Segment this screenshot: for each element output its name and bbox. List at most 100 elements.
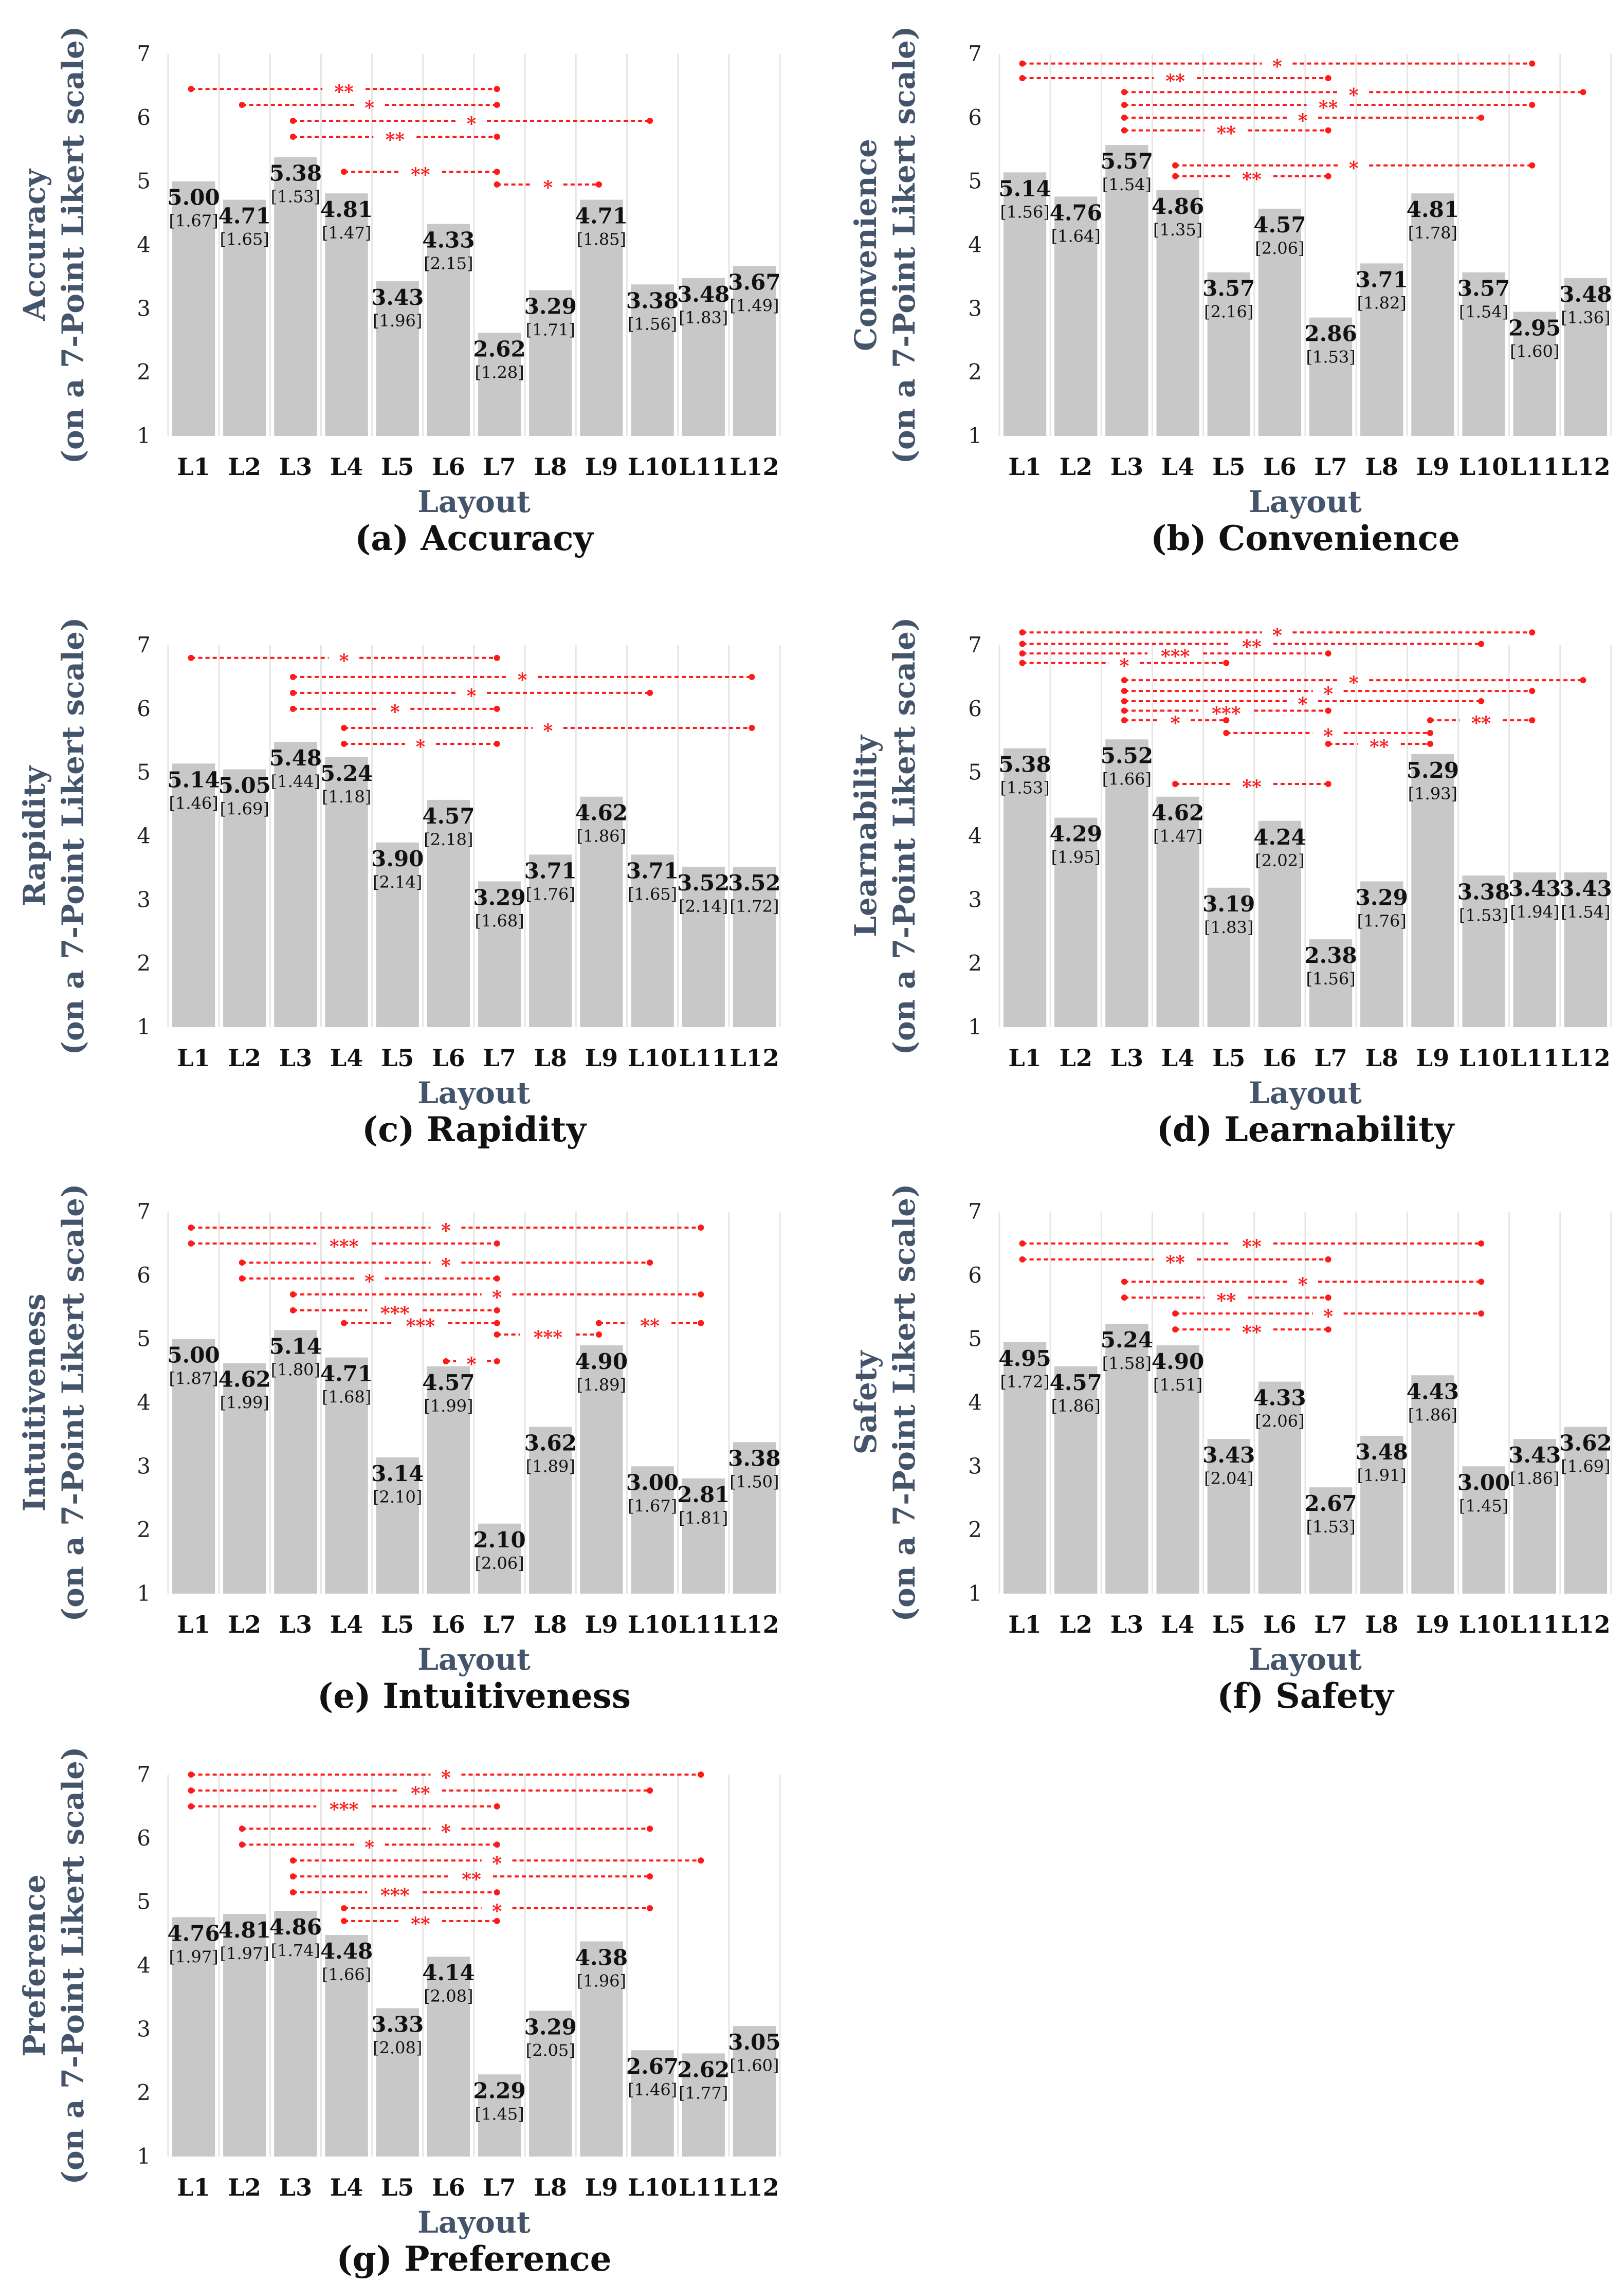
bar-L2 <box>1054 1366 1098 1594</box>
x-tick-label: L3 <box>1110 1044 1143 1072</box>
y-tick-label: 5 <box>137 760 151 785</box>
bracket-endpoint <box>494 1841 500 1848</box>
x-tick-label: L9 <box>585 2174 618 2201</box>
data-label-sd: [1.53] <box>1306 348 1355 367</box>
x-tick-label: L5 <box>381 453 414 481</box>
x-tick-label: L2 <box>228 453 261 481</box>
bracket-endpoint <box>341 169 348 175</box>
x-tick-label: L6 <box>1263 453 1296 481</box>
bracket-endpoint <box>1019 650 1026 657</box>
significance-bracket: * <box>1121 683 1536 705</box>
bracket-endpoint <box>494 1320 500 1326</box>
x-tick-label: L11 <box>1510 453 1559 481</box>
chart-title: (a) Accuracy <box>355 518 594 558</box>
significance-bracket: *** <box>289 1303 500 1324</box>
data-label-sd: [1.72] <box>1000 1372 1049 1392</box>
x-axis-label: Layout <box>417 1075 531 1110</box>
bracket-endpoint <box>1325 650 1331 657</box>
bracket-endpoint <box>647 1905 653 1912</box>
significance-stars: * <box>364 1837 374 1858</box>
bar-L10 <box>631 854 674 1027</box>
x-tick-label: L7 <box>1314 1611 1347 1638</box>
bar-L7 <box>1309 939 1353 1027</box>
bracket-endpoint <box>188 1224 194 1231</box>
bar-L12 <box>1564 1427 1608 1594</box>
bar-L10 <box>1462 875 1505 1027</box>
bar-L4 <box>325 1357 368 1594</box>
bracket-endpoint <box>1172 173 1179 179</box>
y-tick-label: 2 <box>968 951 982 976</box>
x-tick-label: L12 <box>729 453 779 481</box>
data-label-mean: 3.43 <box>1508 876 1561 901</box>
x-tick-label: L1 <box>1008 1611 1041 1638</box>
bracket-endpoint <box>289 705 296 712</box>
y-tick-label: 5 <box>968 1326 982 1351</box>
significance-bracket: ** <box>188 81 500 103</box>
data-label-sd: [1.77] <box>679 2083 728 2103</box>
data-label-sd: [1.36] <box>1561 308 1610 327</box>
data-label-sd: [1.45] <box>475 2104 524 2124</box>
bracket-endpoint <box>1172 1310 1179 1317</box>
bar-L4 <box>325 757 368 1027</box>
bracket-endpoint <box>494 1275 500 1282</box>
y-tick-label: 1 <box>137 423 151 448</box>
chart-panel-f: 12345674.95[1.72]L14.57[1.86]L25.24[1.58… <box>848 1184 1612 1716</box>
x-axis-label: Layout <box>1249 1642 1362 1677</box>
data-label-mean: 3.38 <box>728 1446 780 1471</box>
data-label-sd: [1.68] <box>475 911 524 930</box>
bracket-endpoint <box>1325 127 1331 134</box>
significance-stars: * <box>1349 672 1359 694</box>
data-label-mean: 3.00 <box>1457 1470 1510 1495</box>
bracket-endpoint <box>1427 740 1433 747</box>
data-label-mean: 4.86 <box>269 1914 322 1940</box>
bracket-endpoint <box>341 1320 348 1326</box>
data-label-mean: 4.38 <box>575 1945 628 1970</box>
y-tick-label: 1 <box>968 1014 982 1039</box>
significance-stars: * <box>441 1821 451 1842</box>
bar-L6 <box>427 1366 470 1594</box>
bracket-endpoint <box>1580 677 1586 684</box>
bracket-endpoint <box>1223 660 1230 666</box>
bracket-endpoint <box>239 1259 245 1266</box>
x-tick-label: L3 <box>1110 1611 1143 1638</box>
significance-stars: ** <box>1242 1236 1262 1257</box>
bracket-endpoint <box>1325 707 1331 714</box>
data-label-mean: 3.71 <box>524 858 577 883</box>
bar-L8 <box>529 290 572 436</box>
data-label-mean: 3.57 <box>1202 276 1255 301</box>
y-tick-label: 5 <box>137 1889 151 1914</box>
significance-stars: *** <box>380 1303 410 1324</box>
data-label-mean: 4.62 <box>575 800 628 826</box>
bracket-endpoint <box>188 1240 194 1247</box>
significance-stars: * <box>441 1255 451 1276</box>
x-tick-label: L6 <box>1263 1044 1296 1072</box>
bar-L12 <box>733 866 776 1027</box>
data-label-mean: 3.43 <box>1559 876 1612 901</box>
significance-stars: ** <box>1242 776 1262 798</box>
significance-bracket: * <box>1019 56 1536 78</box>
data-label-sd: [1.46] <box>169 793 218 813</box>
bracket-endpoint <box>698 1771 704 1778</box>
x-tick-label: L5 <box>381 1611 414 1638</box>
significance-stars: * <box>1272 625 1282 646</box>
data-label-mean: 3.52 <box>677 870 729 896</box>
data-label-sd: [1.95] <box>1051 848 1101 867</box>
significance-bracket: * <box>1019 625 1536 646</box>
data-label-mean: 4.33 <box>1253 1385 1306 1411</box>
significance-stars: ** <box>385 129 405 151</box>
significance-bracket: * <box>188 1220 704 1241</box>
significance-bracket: * <box>341 1901 653 1922</box>
bracket-endpoint <box>1121 707 1127 714</box>
y-tick-label: 5 <box>968 169 982 194</box>
significance-bracket: * <box>494 177 602 198</box>
chart-panel-b: 12345675.14[1.56]L14.76[1.64]L25.57[1.54… <box>848 26 1612 559</box>
data-label-mean: 3.57 <box>1457 276 1510 301</box>
bracket-endpoint <box>494 102 500 108</box>
bracket-endpoint <box>698 1291 704 1298</box>
bracket-endpoint <box>1172 780 1179 787</box>
x-axis-label: Layout <box>417 2205 531 2240</box>
bracket-endpoint <box>341 1917 348 1924</box>
bracket-endpoint <box>1172 1326 1179 1333</box>
significance-bracket: ** <box>341 164 500 186</box>
bracket-endpoint <box>494 1358 500 1365</box>
